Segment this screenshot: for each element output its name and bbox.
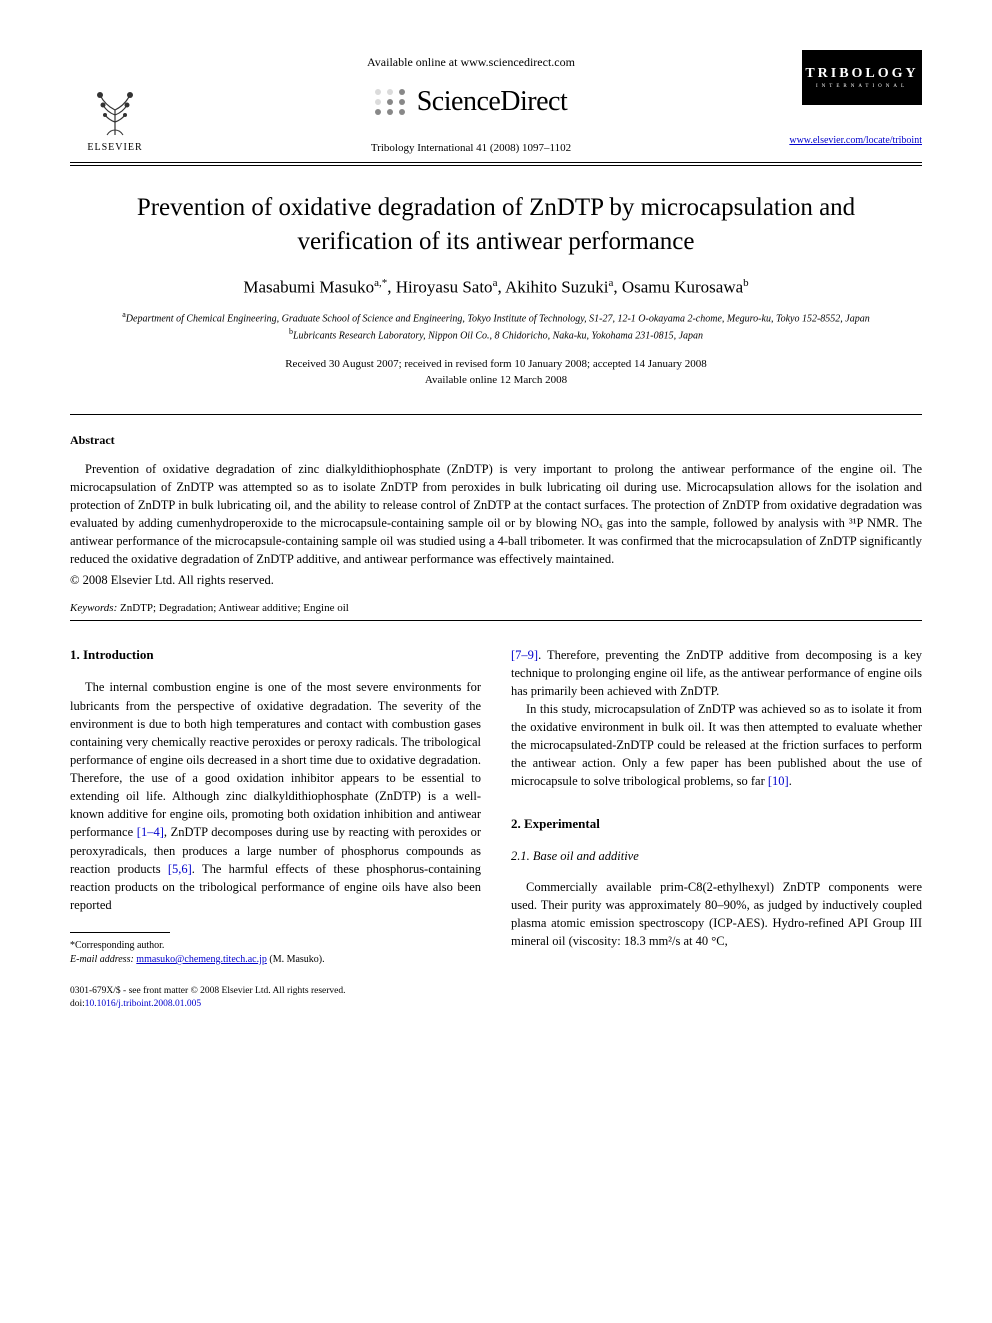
affiliations: aDepartment of Chemical Engineering, Gra… [70, 309, 922, 344]
elsevier-label: ELSEVIER [87, 142, 142, 153]
citation-link[interactable]: [5,6] [168, 862, 192, 876]
elsevier-logo-block: ELSEVIER [70, 40, 160, 153]
authors-list: Masabumi Masukoa,*, Hiroyasu Satoa, Akih… [70, 277, 922, 298]
affiliation-b: bLubricants Research Laboratory, Nippon … [70, 326, 922, 343]
page-footer: 0301-679X/$ - see front matter © 2008 El… [70, 985, 481, 1012]
affiliation-a: aDepartment of Chemical Engineering, Gra… [70, 309, 922, 326]
right-column: [7–9]. Therefore, preventing the ZnDTP a… [511, 646, 922, 1012]
keywords-text: ZnDTP; Degradation; Antiwear additive; E… [120, 602, 349, 614]
page-header: ELSEVIER Available online at www.science… [70, 40, 922, 154]
abstract-heading: Abstract [70, 433, 922, 448]
tribology-main-text: TRIBOLOGY [805, 66, 918, 82]
article-title: Prevention of oxidative degradation of Z… [100, 191, 892, 259]
front-matter-text: 0301-679X/$ - see front matter © 2008 El… [70, 985, 481, 998]
footnote-divider [70, 932, 170, 933]
keywords-line: Keywords: ZnDTP; Degradation; Antiwear a… [70, 602, 922, 614]
available-online-text: Available online at www.sciencedirect.co… [160, 55, 782, 70]
citation-link[interactable]: [7–9] [511, 648, 538, 662]
article-dates: Received 30 August 2007; received in rev… [70, 356, 922, 389]
received-date: Received 30 August 2007; received in rev… [70, 356, 922, 373]
tribology-sub-text: INTERNATIONAL [816, 84, 908, 89]
section-1-heading: 1. Introduction [70, 646, 481, 665]
doi-line: doi:10.1016/j.triboint.2008.01.005 [70, 998, 481, 1011]
intro-paragraph-2: In this study, microcapsulation of ZnDTP… [511, 700, 922, 791]
citation-link[interactable]: [10] [768, 774, 789, 788]
citation-link[interactable]: [1–4] [137, 825, 164, 839]
divider [70, 165, 922, 166]
section-2-heading: 2. Experimental [511, 815, 922, 834]
divider [70, 162, 922, 163]
subsection-2-1-heading: 2.1. Base oil and additive [511, 847, 922, 865]
left-column: 1. Introduction The internal combustion … [70, 646, 481, 1012]
journal-logo-block: TRIBOLOGY INTERNATIONAL www.elsevier.com… [782, 40, 922, 146]
center-header: Available online at www.sciencedirect.co… [160, 40, 782, 154]
sciencedirect-logo: ScienceDirect [375, 86, 568, 118]
divider [70, 620, 922, 621]
elsevier-tree-icon [85, 80, 145, 140]
intro-paragraph-1-cont: [7–9]. Therefore, preventing the ZnDTP a… [511, 646, 922, 700]
journal-url-link[interactable]: www.elsevier.com/locate/triboint [789, 135, 922, 146]
experimental-paragraph-1: Commercially available prim-C8(2-ethylhe… [511, 878, 922, 951]
corresponding-author-footnote: *Corresponding author. E-mail address: m… [70, 939, 481, 967]
author-email-link[interactable]: mmasuko@chemeng.titech.ac.jp [136, 954, 267, 965]
corresponding-label: *Corresponding author. [70, 939, 481, 953]
intro-paragraph-1: The internal combustion engine is one of… [70, 678, 481, 914]
doi-link[interactable]: 10.1016/j.triboint.2008.01.005 [85, 999, 201, 1009]
online-date: Available online 12 March 2008 [70, 372, 922, 389]
copyright-text: © 2008 Elsevier Ltd. All rights reserved… [70, 573, 922, 588]
sciencedirect-text: ScienceDirect [417, 86, 568, 118]
keywords-label: Keywords: [70, 602, 117, 614]
journal-reference: Tribology International 41 (2008) 1097–1… [160, 142, 782, 154]
two-column-body: 1. Introduction The internal combustion … [70, 646, 922, 1012]
tribology-logo: TRIBOLOGY INTERNATIONAL [802, 50, 922, 105]
abstract-text: Prevention of oxidative degradation of z… [70, 460, 922, 569]
email-line: E-mail address: mmasuko@chemeng.titech.a… [70, 953, 481, 967]
sciencedirect-dots-icon [375, 89, 407, 115]
divider [70, 414, 922, 415]
